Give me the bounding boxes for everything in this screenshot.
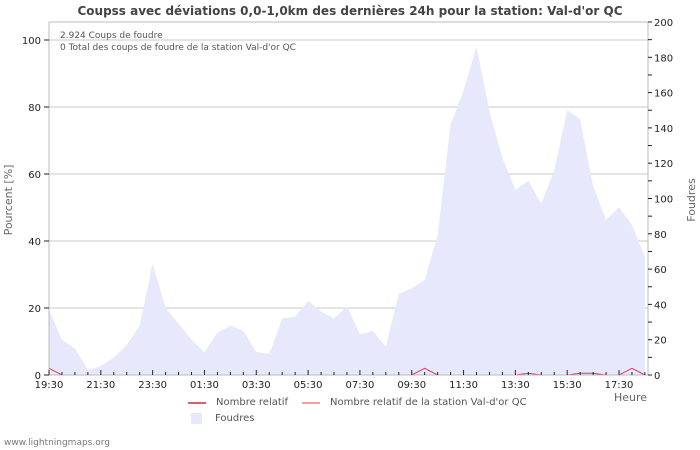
svg-text:40: 40 (654, 300, 667, 311)
svg-text:100: 100 (654, 195, 673, 206)
legend-item-foudres: Foudres (188, 413, 254, 424)
svg-text:09:30: 09:30 (397, 380, 426, 391)
svg-text:20: 20 (654, 336, 667, 347)
svg-text:17:30: 17:30 (605, 380, 634, 391)
svg-text:200: 200 (654, 18, 673, 29)
svg-text:11:30: 11:30 (449, 380, 478, 391)
svg-text:20: 20 (28, 304, 41, 315)
svg-text:100: 100 (22, 36, 41, 47)
legend-label: Nombre relatif (216, 397, 289, 408)
info-strike-count: 2.924 Coups de foudre (60, 31, 163, 41)
legend-label: Nombre relatif de la station Val-d'or QC (330, 397, 527, 408)
svg-text:40: 40 (28, 237, 41, 248)
svg-text:120: 120 (654, 159, 673, 170)
left-axis: 0 20 40 60 80 100 (22, 36, 49, 382)
svg-text:60: 60 (28, 170, 41, 181)
legend-label: Foudres (215, 413, 255, 424)
chart-title: Coupss avec déviations 0,0-1,0km des der… (77, 4, 623, 18)
x-axis: 19:30 21:30 23:30 01:30 03:30 05:30 07:30 09:30… (35, 370, 646, 391)
svg-text:160: 160 (654, 89, 673, 100)
svg-text:03:30: 03:30 (242, 380, 271, 391)
svg-text:01:30: 01:30 (190, 380, 219, 391)
svg-text:180: 180 (654, 53, 673, 64)
area-swatch-icon (191, 413, 202, 424)
svg-text:21:30: 21:30 (86, 380, 115, 391)
right-axis-label: Foudres (685, 178, 698, 222)
svg-text:60: 60 (654, 265, 667, 276)
svg-text:19:30: 19:30 (35, 380, 64, 391)
left-axis-label: Pourcent [%] (2, 165, 15, 236)
foudres-area (49, 46, 645, 375)
legend-item-relative: Nombre relatif (188, 397, 288, 408)
legend-item-station-relative: Nombre relatif de la station Val-d'or QC (302, 397, 527, 408)
svg-text:0: 0 (654, 371, 660, 382)
right-axis: 0 20 40 60 80 100 120 140 160 180 200 (648, 18, 673, 382)
pink-line-swatch-icon (302, 401, 320, 404)
svg-text:140: 140 (654, 124, 673, 135)
source-credit: www.lightningmaps.org (4, 438, 110, 448)
svg-text:0: 0 (35, 371, 41, 382)
svg-text:15:30: 15:30 (553, 380, 582, 391)
red-line-swatch-icon (188, 401, 206, 404)
svg-text:80: 80 (654, 230, 667, 241)
svg-text:05:30: 05:30 (294, 380, 323, 391)
svg-text:07:30: 07:30 (345, 380, 374, 391)
svg-text:13:30: 13:30 (501, 380, 530, 391)
svg-text:23:30: 23:30 (138, 380, 167, 391)
x-axis-label: Heure (614, 391, 647, 404)
info-station-total: 0 Total des coups de foudre de la statio… (60, 43, 296, 53)
svg-text:80: 80 (28, 103, 41, 114)
